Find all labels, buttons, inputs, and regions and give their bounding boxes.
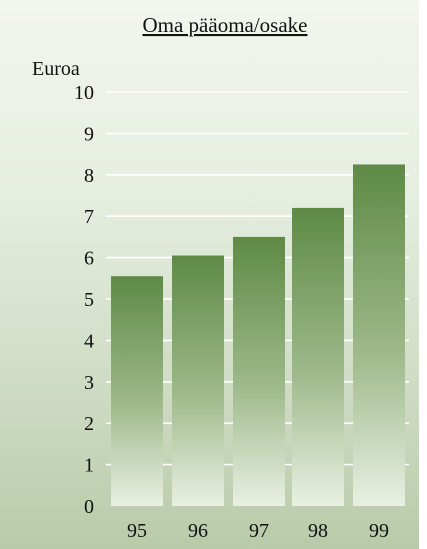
y-tick-label-1: 1 xyxy=(84,455,94,477)
y-tick-label-3: 3 xyxy=(84,372,94,394)
y-tick-label-5: 5 xyxy=(84,289,94,311)
y-tick-label-7: 7 xyxy=(84,206,94,228)
x-tick-label-96: 96 xyxy=(188,520,208,542)
x-tick-label-99: 99 xyxy=(369,520,389,542)
x-axis-ticks: 95 96 97 98 99 xyxy=(127,520,389,542)
y-axis-ticks: 0 1 2 3 4 5 6 7 8 9 10 xyxy=(74,82,94,518)
bar-98 xyxy=(292,207,344,507)
y-tick-label-2: 2 xyxy=(84,413,94,435)
bar-99 xyxy=(353,164,405,506)
x-tick-label-98: 98 xyxy=(308,520,328,542)
y-tick-label-6: 6 xyxy=(84,248,94,270)
y-tick-label-9: 9 xyxy=(84,123,94,145)
bar-96 xyxy=(172,255,224,506)
x-tick-label-97: 97 xyxy=(249,520,269,542)
y-tick-label-0: 0 xyxy=(84,496,94,518)
chart-title: Oma pääoma/osake xyxy=(142,13,307,37)
bar-95 xyxy=(111,276,163,506)
x-tick-label-95: 95 xyxy=(127,520,147,542)
y-tick-label-4: 4 xyxy=(84,330,94,352)
bars xyxy=(111,164,405,507)
bar-97 xyxy=(233,236,285,506)
y-axis-unit-label: Euroa xyxy=(32,58,80,80)
y-tick-label-8: 8 xyxy=(84,165,94,187)
y-tick-label-10: 10 xyxy=(74,82,94,104)
